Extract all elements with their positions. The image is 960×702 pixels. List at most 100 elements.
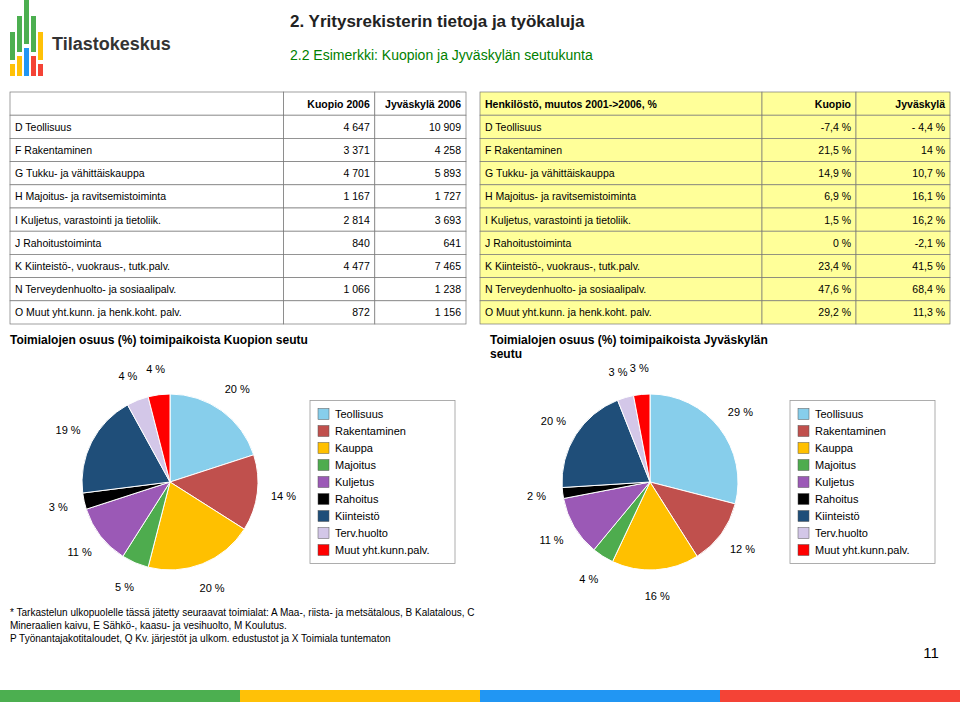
cell-value: 14 % [921, 144, 945, 156]
legend-entry: Majoitus [335, 459, 376, 471]
legend: TeollisuusRakentaminenKauppaMajoitusKulj… [790, 401, 935, 564]
table-cell [762, 231, 856, 254]
table-header: Kuopio 2006 [307, 98, 370, 110]
table-cell [284, 138, 375, 161]
legend-entry: Muut yht.kunn.palv. [335, 544, 430, 556]
table-cell [762, 185, 856, 208]
legend-entry: Kiinteistö [335, 510, 380, 522]
legend-entry: Kuljetus [815, 476, 855, 488]
pie-slice [148, 394, 170, 482]
cell-value: - 4,4 % [912, 121, 945, 133]
logo-bar [10, 32, 15, 60]
legend-entry: Terv.huolto [815, 527, 868, 539]
table-cell [480, 185, 762, 208]
page: Tilastokeskus2. Yritysrekisterin tietoja… [0, 0, 960, 702]
row-label: G Tukku- ja vähittäiskauppa [485, 167, 615, 179]
row-label: F Rakentaminen [15, 144, 92, 156]
table-cell [480, 92, 762, 115]
legend-entry: Rakentaminen [815, 425, 886, 437]
pie-title: Toimialojen osuus (%) toimipaikoista Jyv… [490, 333, 768, 361]
table-cell [375, 115, 466, 138]
logo-bar [31, 16, 36, 52]
legend-swatch [798, 494, 809, 505]
table-cell [375, 92, 466, 115]
legend-entry: Kiinteistö [815, 510, 860, 522]
table-cell [375, 231, 466, 254]
slices [562, 394, 738, 570]
data-label: 29 % [728, 406, 753, 418]
pie-title-line: Toimialojen osuus (%) toimipaikoista Jyv… [490, 333, 768, 347]
legend-swatch [318, 545, 329, 556]
legend-entry: Teollisuus [335, 408, 384, 420]
logo-bar [24, 0, 29, 44]
table-cell [10, 301, 284, 324]
table-cell [762, 208, 856, 231]
legend-swatch [798, 426, 809, 437]
cell-value: 1 156 [435, 306, 461, 318]
logo-bar [38, 64, 43, 76]
table-cell [480, 208, 762, 231]
table-cell [284, 278, 375, 301]
table-cell [10, 162, 284, 185]
table-header: Kuopio [815, 98, 851, 110]
pie-title-line: Toimialojen osuus (%) toimipaikoista Kuo… [10, 333, 308, 347]
row-label: I Kuljetus, varastointi ja tietoliik. [485, 214, 631, 226]
table-cell [856, 278, 950, 301]
cell-value: 6,9 % [824, 190, 851, 202]
row-label: I Kuljetus, varastointi ja tietoliik. [15, 214, 161, 226]
table-cell [10, 254, 284, 277]
legend-swatch [318, 460, 329, 471]
cell-value: 4 701 [344, 167, 370, 179]
cell-value: 1,5 % [824, 214, 851, 226]
legend-swatch [798, 511, 809, 522]
table-cell [10, 185, 284, 208]
pie-chart: Toimialojen osuus (%) toimipaikoista Kuo… [10, 333, 455, 594]
data-label: 2 % [527, 490, 546, 502]
cell-value: -2,1 % [915, 237, 945, 249]
table-cell [375, 185, 466, 208]
subtitle: 2.2 Esimerkki: Kuopion ja Jyväskylän seu… [290, 47, 593, 63]
table-cell [284, 162, 375, 185]
legend-entry: Kuljetus [335, 476, 375, 488]
data-label: 11 % [67, 546, 91, 558]
cell-value: 5 893 [435, 167, 461, 179]
cell-value: 21,5 % [818, 144, 851, 156]
bottom-bar-segment [720, 690, 960, 702]
pie-title: Toimialojen osuus (%) toimipaikoista Kuo… [10, 333, 308, 347]
legend-swatch [798, 460, 809, 471]
table-cell [375, 301, 466, 324]
table-cell [375, 208, 466, 231]
legend-frame [790, 401, 935, 564]
cell-value: 16,2 % [912, 214, 945, 226]
table-cell [480, 115, 762, 138]
table-cell [480, 301, 762, 324]
cell-value: 2 814 [344, 214, 370, 226]
legend-swatch [318, 477, 329, 488]
legend-entry: Terv.huolto [335, 527, 388, 539]
table-cell [856, 92, 950, 115]
table: Kuopio 2006Jyväskylä 2006D Teollisuus4 6… [10, 92, 466, 324]
table-cell [480, 162, 762, 185]
table-cell [284, 92, 375, 115]
row-label: K Kiinteistö-, vuokraus-, tutk.palv. [15, 260, 170, 272]
table-cell [10, 208, 284, 231]
legend-entry: Kauppa [815, 442, 854, 454]
logo-bar [38, 32, 43, 60]
logo-bar [24, 48, 29, 76]
table-cell [10, 231, 284, 254]
cell-value: 3 693 [435, 214, 461, 226]
legend-swatch [318, 409, 329, 420]
cell-value: 7 465 [435, 260, 461, 272]
legend-swatch [318, 426, 329, 437]
table-cell [762, 115, 856, 138]
table-cell [284, 254, 375, 277]
table-cell [762, 254, 856, 277]
legend-entry: Kauppa [335, 442, 374, 454]
table-cell [480, 278, 762, 301]
data-label: 20 % [200, 582, 225, 594]
table-cell [375, 162, 466, 185]
row-label: H Majoitus- ja ravitsemistoiminta [485, 190, 636, 202]
table-cell [856, 208, 950, 231]
data-label: 11 % [539, 534, 563, 546]
slices [82, 394, 258, 570]
